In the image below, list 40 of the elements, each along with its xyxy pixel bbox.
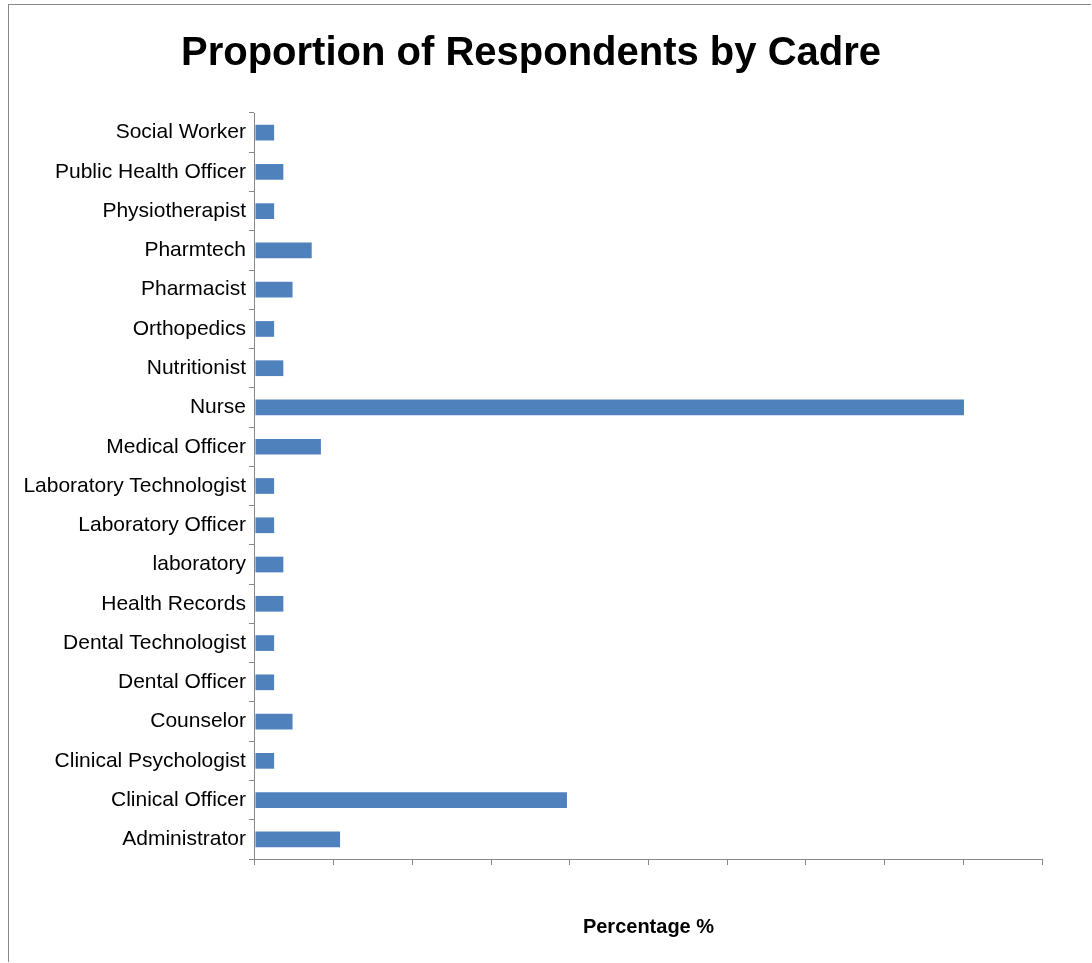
bar [255,242,312,259]
chart-title: Proportion of Respondents by Cadre [180,29,882,74]
y-tick-label: Laboratory Technologist [23,472,247,496]
y-tick-label: laboratory [152,551,247,575]
bar [255,360,284,377]
bar [255,752,275,769]
y-tick-label: Medical Officer [106,433,246,457]
y-tick-label: Dental Officer [117,669,246,693]
bar [255,164,284,180]
y-tick-label: Administrator [122,826,246,850]
bar [255,792,567,808]
y-tick-label: Laboratory Officer [78,512,246,536]
y-tick-label: Counselor [150,708,246,732]
bar [255,831,341,848]
y-tick-label: Dental Technologist [63,629,247,653]
bar [255,556,284,573]
y-tick-label: Social Worker [115,119,246,143]
bar [255,674,275,691]
y-tick-label: Public Health Officer [54,158,246,182]
bar [255,713,293,730]
y-tick-label: Physiotherapist [102,197,247,221]
bar [255,635,275,651]
y-tick-label: Nutritionist [146,355,247,379]
bar [255,438,321,455]
y-tick-label: Pharmacist [140,276,247,300]
bar [255,399,965,416]
y-tick-label: Orthopedics [132,315,246,339]
bar [255,281,293,298]
bar [255,595,284,612]
y-tick-label: Clinical Officer [110,786,246,810]
bar [255,321,275,337]
y-tick-label: Clinical Psychologist [54,747,247,771]
x-axis-title: Percentage % [582,914,715,937]
bar [255,517,275,534]
y-tick-label: Health Records [101,590,246,614]
bar [255,203,275,220]
y-tick-label: Pharmtech [144,237,246,261]
bar [255,478,275,494]
y-tick-label: Nurse [189,394,246,418]
bar [255,124,275,141]
